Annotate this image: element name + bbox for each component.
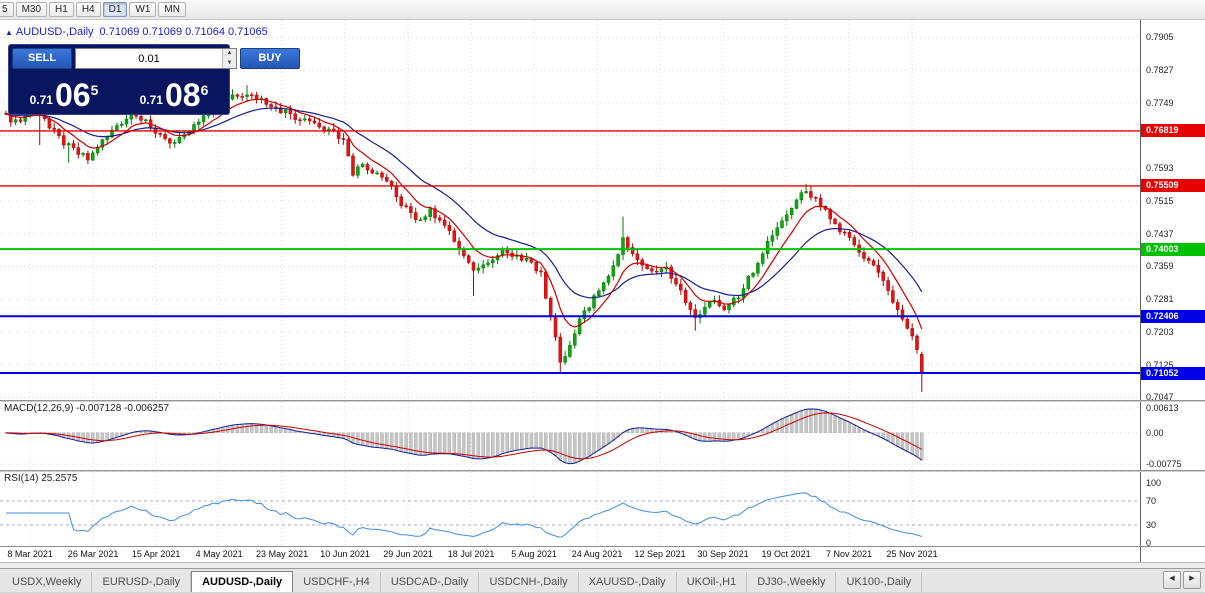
date-label: 26 Mar 2021 bbox=[67, 549, 119, 559]
sell-price-display: 0.71 06 5 bbox=[12, 72, 116, 111]
rsi-panel[interactable]: RSI(14) 25.2575 bbox=[0, 472, 1140, 546]
date-label: 8 Mar 2021 bbox=[7, 549, 53, 559]
price-tick-label: 0.7905 bbox=[1146, 32, 1174, 43]
price-tick-label: 0.7593 bbox=[1146, 163, 1174, 174]
date-label: 24 Aug 2021 bbox=[571, 549, 623, 559]
chart-tab-uk100-daily[interactable]: UK100-,Daily bbox=[836, 572, 923, 592]
symbol-title: AUDUSD-,Daily bbox=[15, 26, 94, 38]
pane-separator[interactable] bbox=[0, 400, 1205, 402]
date-label: 7 Nov 2021 bbox=[826, 549, 873, 559]
buy-button[interactable]: BUY bbox=[240, 48, 300, 69]
sell-price-small: 0.71 bbox=[29, 93, 53, 107]
sell-price-sup: 5 bbox=[90, 82, 99, 98]
date-label: 29 Jun 2021 bbox=[383, 549, 433, 559]
main-price-chart[interactable]: ▲ AUDUSD-,Daily 0.71069 0.71069 0.71064 0.… bbox=[0, 20, 1140, 400]
timeframe-toolbar: 5 M30 H1 H4 D1 W1 MN bbox=[0, 0, 1205, 20]
chart-tab-eurusd-daily[interactable]: EURUSD-,Daily bbox=[92, 572, 192, 592]
date-label: 10 Jun 2021 bbox=[320, 549, 370, 559]
window-edge bbox=[0, 592, 1205, 594]
macd-tick-label: -0.00775 bbox=[1146, 459, 1182, 470]
chart-tab-usdcad-daily[interactable]: USDCAD-,Daily bbox=[381, 572, 480, 592]
price-level-badge: 0.71052 bbox=[1141, 366, 1205, 380]
price-level-badge: 0.75509 bbox=[1141, 179, 1205, 193]
rsi-tick-label: 70 bbox=[1146, 495, 1157, 506]
volume-field: ▲ ▼ bbox=[75, 48, 237, 69]
volume-decrease-button[interactable]: ▼ bbox=[223, 58, 236, 68]
buy-price-sup: 6 bbox=[200, 82, 209, 98]
tabs-scroll-right-icon[interactable]: ▶ bbox=[1183, 571, 1201, 589]
macd-label: MACD(12,26,9) -0.007128 -0.006257 bbox=[4, 403, 170, 414]
chart-tab-usdx-weekly[interactable]: USDX,Weekly bbox=[2, 572, 93, 592]
price-level-badge: 0.76819 bbox=[1141, 124, 1205, 138]
price-tick-label: 0.7437 bbox=[1146, 228, 1174, 239]
date-label: 25 Nov 2021 bbox=[886, 549, 938, 559]
pane-separator[interactable] bbox=[0, 470, 1205, 472]
price-level-badge: 0.74003 bbox=[1141, 242, 1205, 256]
macd-canvas bbox=[0, 402, 1140, 470]
sell-price-big: 06 bbox=[54, 77, 91, 113]
rsi-axis: 100 70 30 0 bbox=[1140, 472, 1205, 546]
timeframe-button-h4[interactable]: H4 bbox=[75, 2, 101, 17]
axis-corner bbox=[1140, 547, 1205, 562]
date-label: 23 May 2021 bbox=[256, 549, 309, 559]
price-tick-label: 0.7827 bbox=[1146, 64, 1174, 75]
timeframe-button-d1[interactable]: D1 bbox=[102, 2, 128, 17]
rsi-tick-label: 0 bbox=[1146, 537, 1152, 546]
price-tick-label: 0.7359 bbox=[1146, 261, 1174, 272]
chart-ohlc-header: ▲ AUDUSD-,Daily 0.71069 0.71069 0.71064 0.… bbox=[5, 26, 268, 38]
volume-input[interactable] bbox=[76, 49, 222, 68]
chart-tab-bar: USDX,Weekly EURUSD-,Daily AUDUSD-,Daily USD… bbox=[0, 568, 1205, 592]
tabs-scroll-left-icon[interactable]: ◀ bbox=[1163, 571, 1181, 589]
date-label: 30 Sep 2021 bbox=[697, 549, 749, 559]
rsi-tick-label: 30 bbox=[1146, 519, 1157, 530]
date-label: 15 Apr 2021 bbox=[131, 549, 181, 559]
timeframe-button-m30[interactable]: M30 bbox=[15, 2, 48, 17]
rsi-label: RSI(14) 25.2575 bbox=[4, 473, 78, 484]
date-label: 18 Jul 2021 bbox=[447, 549, 495, 559]
price-tick-label: 0.7125 bbox=[1146, 359, 1174, 370]
timeframe-button-mn[interactable]: MN bbox=[158, 2, 186, 17]
chart-tabs: USDX,Weekly EURUSD-,Daily AUDUSD-,Daily USD… bbox=[2, 571, 923, 592]
timeframe-button-w1[interactable]: W1 bbox=[129, 2, 157, 17]
date-axis[interactable]: 8 Mar 2021 26 Mar 2021 15 Apr 2021 4 May 20… bbox=[0, 547, 1140, 562]
rsi-tick-label: 100 bbox=[1146, 477, 1162, 488]
volume-increase-button[interactable]: ▲ bbox=[223, 49, 236, 59]
ohlc-values: 0.71069 0.71069 0.71064 0.71065 bbox=[99, 26, 268, 38]
rsi-canvas bbox=[0, 472, 1140, 546]
sell-button[interactable]: SELL bbox=[12, 48, 72, 69]
date-label: 12 Sep 2021 bbox=[634, 549, 686, 559]
status-gap bbox=[0, 562, 1205, 568]
date-label: 4 May 2021 bbox=[195, 549, 243, 559]
price-tick-label: 0.7203 bbox=[1146, 326, 1174, 337]
buy-price-small: 0.71 bbox=[139, 93, 163, 107]
macd-tick-label: 0.00 bbox=[1146, 427, 1164, 438]
chart-tab-dj30-weekly[interactable]: DJ30-,Weekly bbox=[747, 572, 837, 592]
price-level-badge: 0.72406 bbox=[1141, 309, 1205, 323]
chart-tab-xauusd-daily[interactable]: XAUUSD-,Daily bbox=[579, 572, 677, 592]
tab-scroll-controls: ◀ ▶ bbox=[1161, 571, 1203, 592]
chart-tab-usdcnh-daily[interactable]: USDCNH-,Daily bbox=[479, 572, 579, 592]
chart-tab-usdchf-h4[interactable]: USDCHF-,H4 bbox=[293, 572, 381, 592]
date-label: 5 Aug 2021 bbox=[511, 549, 557, 559]
macd-panel[interactable]: MACD(12,26,9) -0.007128 -0.006257 bbox=[0, 402, 1140, 470]
timeframe-button-5[interactable]: 5 bbox=[0, 2, 14, 17]
macd-tick-label: 0.00613 bbox=[1146, 402, 1179, 413]
date-label: 19 Oct 2021 bbox=[761, 549, 811, 559]
buy-price-display: 0.71 08 6 bbox=[122, 72, 226, 111]
chart-tab-ukoil-h1[interactable]: UKOil-,H1 bbox=[677, 572, 748, 592]
price-tick-label: 0.7281 bbox=[1146, 294, 1174, 305]
buy-price-big: 08 bbox=[164, 77, 201, 113]
price-axis[interactable]: 0.7905 0.7827 0.7749 0.7593 0.7515 0.7437 0.73… bbox=[1140, 20, 1205, 400]
price-tick-label: 0.7047 bbox=[1146, 392, 1174, 400]
symbol-arrow-icon: ▲ bbox=[5, 28, 13, 37]
one-click-trading-panel: SELL ▲ ▼ BUY 0.71065 0.710 bbox=[8, 44, 300, 115]
timeframe-button-h1[interactable]: H1 bbox=[49, 2, 74, 17]
macd-axis: 0.00613 0.00 -0.00775 bbox=[1140, 402, 1205, 470]
price-tick-label: 0.7749 bbox=[1146, 97, 1174, 108]
candlestick-chart-canvas[interactable] bbox=[0, 20, 1140, 400]
chart-tab-audusd-daily[interactable]: AUDUSD-,Daily bbox=[191, 571, 294, 592]
price-tick-label: 0.7515 bbox=[1146, 195, 1174, 206]
